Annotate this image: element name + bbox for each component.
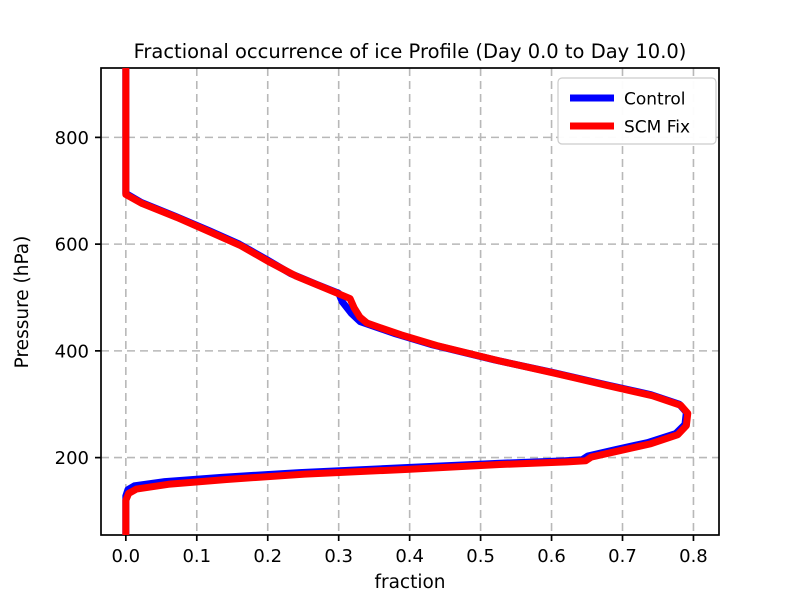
x-tick-label: 0.8	[679, 546, 708, 567]
y-tick-label: 400	[55, 341, 89, 362]
y-tick-label: 200	[55, 448, 89, 469]
chart-legend: Control SCM Fix	[557, 77, 717, 145]
y-tick-label: 800	[55, 128, 89, 149]
x-tick-label: 0.4	[395, 546, 424, 567]
x-tick-label: 0.3	[324, 546, 353, 567]
x-axis-label: fraction	[374, 572, 445, 593]
data-series	[122, 68, 692, 535]
y-tick-label: 600	[55, 235, 89, 256]
legend-label-control: Control	[624, 90, 685, 110]
x-tick-label: 0.2	[253, 546, 282, 567]
axes-frame	[100, 67, 720, 536]
x-tick-label: 0.0	[112, 546, 141, 567]
chart-title: Fractional occurrence of ice Profile (Da…	[134, 40, 687, 63]
x-tick-label: 0.1	[182, 546, 211, 567]
x-tick-label: 0.7	[608, 546, 637, 567]
axis-ticks	[95, 136, 695, 541]
series-line-scm-fix	[122, 68, 692, 535]
x-tick-label: 0.5	[466, 546, 495, 567]
x-tick-labels: 0.0 0.1 0.2 0.3 0.4 0.5 0.6 0.7 0.8	[112, 546, 708, 567]
y-axis-label: Pressure (hPa)	[12, 236, 33, 369]
legend-label-scm-fix: SCM Fix	[624, 118, 690, 138]
x-tick-label: 0.6	[537, 546, 566, 567]
y-tick-labels: 200 400 600 800	[55, 128, 89, 469]
